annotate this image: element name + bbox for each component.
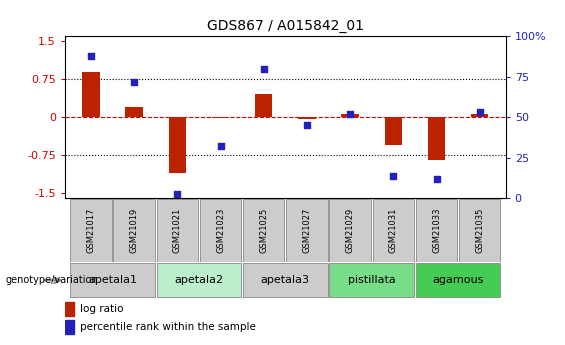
Bar (298, 117, 316, 119)
Point (475, 110, 484, 115)
Text: GDS867 / A015842_01: GDS867 / A015842_01 (207, 19, 364, 33)
Text: GSM21023: GSM21023 (216, 208, 225, 253)
Point (432, 176, 441, 182)
FancyBboxPatch shape (70, 199, 112, 262)
Point (346, 111, 355, 117)
FancyBboxPatch shape (286, 199, 328, 262)
Text: GSM21017: GSM21017 (86, 208, 95, 253)
Point (389, 173, 398, 178)
Text: apetala2: apetala2 (175, 275, 224, 285)
Bar (65, 320, 74, 334)
Bar (255, 95, 272, 117)
FancyBboxPatch shape (157, 199, 198, 262)
Bar (65, 302, 74, 316)
Text: GSM21031: GSM21031 (389, 208, 398, 253)
Text: GSM21033: GSM21033 (432, 208, 441, 253)
Point (129, 79, 138, 85)
Text: GSM21035: GSM21035 (475, 208, 484, 253)
Bar (341, 114, 359, 117)
Bar (385, 117, 402, 145)
Text: GSM21027: GSM21027 (302, 208, 311, 253)
FancyBboxPatch shape (200, 199, 241, 262)
Text: GSM21021: GSM21021 (173, 208, 182, 253)
Point (302, 122, 311, 128)
Point (216, 144, 225, 149)
Text: GSM21029: GSM21029 (346, 208, 355, 253)
Bar (428, 117, 445, 160)
Text: pistillata: pistillata (348, 275, 396, 285)
FancyBboxPatch shape (459, 199, 501, 262)
Text: apetala1: apetala1 (88, 275, 137, 285)
Text: GSM21025: GSM21025 (259, 208, 268, 253)
Text: percentile rank within the sample: percentile rank within the sample (80, 322, 257, 332)
Bar (125, 107, 143, 117)
Text: apetala3: apetala3 (261, 275, 310, 285)
FancyBboxPatch shape (243, 263, 328, 297)
FancyBboxPatch shape (372, 199, 414, 262)
FancyBboxPatch shape (70, 263, 155, 297)
Text: agamous: agamous (432, 275, 484, 285)
FancyBboxPatch shape (416, 199, 457, 262)
FancyBboxPatch shape (329, 263, 414, 297)
Bar (169, 117, 186, 173)
Point (259, 66, 268, 71)
FancyBboxPatch shape (114, 199, 155, 262)
Text: log ratio: log ratio (80, 304, 124, 314)
FancyBboxPatch shape (416, 263, 501, 297)
Bar (471, 114, 488, 117)
Text: GSM21019: GSM21019 (129, 208, 138, 253)
FancyBboxPatch shape (157, 263, 241, 297)
FancyBboxPatch shape (243, 199, 284, 262)
FancyBboxPatch shape (329, 199, 371, 262)
Point (173, 191, 182, 196)
Text: genotype/variation: genotype/variation (6, 275, 98, 285)
Point (86, 53, 95, 58)
Bar (82, 72, 99, 117)
Bar (212, 117, 229, 118)
